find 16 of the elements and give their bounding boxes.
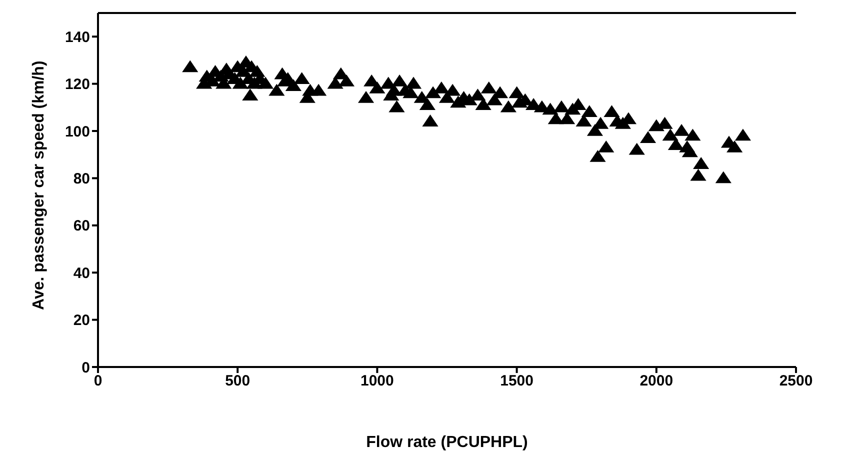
y-tick-label: 60 [73, 218, 90, 235]
y-axis-title: Ave. passenger car speed (km/h) [30, 60, 48, 310]
x-tick-label: 500 [225, 372, 250, 390]
y-tick-label: 40 [73, 264, 90, 282]
x-tick-label: 0 [94, 372, 102, 390]
y-tick-label: 140 [64, 28, 90, 46]
x-tick-label: 1500 [500, 372, 534, 390]
x-tick-label: 1000 [360, 372, 394, 390]
y-tick-label: 80 [73, 170, 90, 188]
x-tick-label: 2000 [640, 372, 674, 390]
y-tick-label: 100 [64, 123, 90, 140]
y-tick-label: 120 [64, 76, 90, 94]
y-tick-label: 20 [73, 312, 90, 330]
y-tick-label: 0 [82, 359, 90, 376]
x-tick-label: 2500 [779, 372, 813, 390]
x-axis-title: Flow rate (PCUPHPL) [366, 434, 528, 451]
